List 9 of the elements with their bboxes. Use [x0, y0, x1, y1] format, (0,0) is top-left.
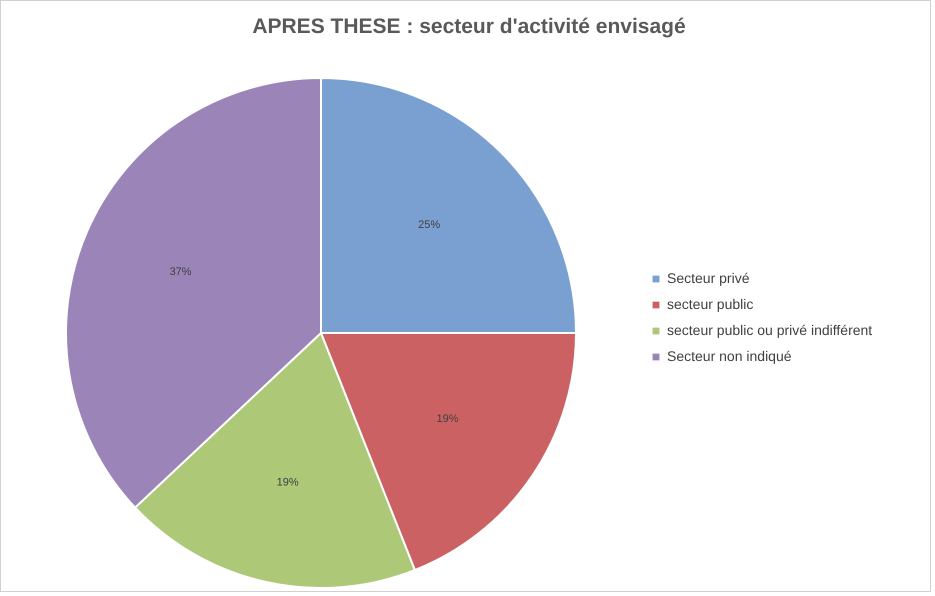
legend-label: secteur public ou privé indifférent: [667, 322, 872, 338]
legend-label: Secteur privé: [667, 270, 750, 286]
data-label: 19%: [276, 476, 299, 488]
legend-label: secteur public: [667, 296, 754, 312]
data-label: 25%: [418, 218, 440, 231]
data-label: 19%: [436, 413, 459, 425]
data-label: 37%: [170, 266, 192, 278]
chart-title: APRES THESE : secteur d'activité envisagé: [252, 15, 686, 38]
legend-label: Secteur non indiqué: [667, 348, 792, 364]
